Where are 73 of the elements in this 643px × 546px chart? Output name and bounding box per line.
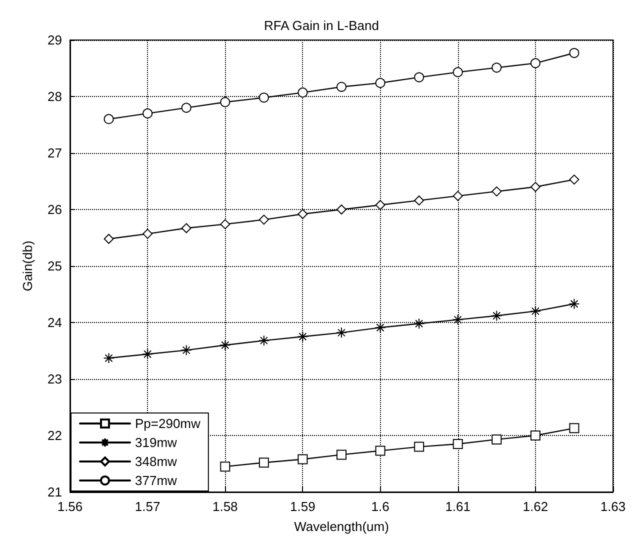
- point: [568, 298, 580, 310]
- point: [530, 58, 540, 68]
- y-tick-label: 24: [48, 315, 62, 330]
- point: [104, 234, 114, 244]
- point: [258, 458, 269, 468]
- point: [258, 214, 269, 225]
- point: [298, 88, 308, 98]
- x-tick-label: 1.62: [522, 499, 548, 514]
- point: [298, 454, 308, 464]
- point: [258, 335, 270, 346]
- point: [530, 182, 540, 192]
- x-tick-label: 1.61: [445, 499, 471, 514]
- point: [492, 186, 502, 196]
- point: [104, 114, 114, 124]
- point: [452, 314, 464, 326]
- point: [336, 204, 346, 214]
- point: [220, 97, 230, 108]
- x-axis-title: Wavelength(um): [294, 519, 389, 534]
- point: [452, 438, 463, 449]
- x-tick-label: 1.57: [134, 499, 160, 514]
- point: [336, 82, 346, 92]
- point: [181, 102, 192, 113]
- legend-label: 319mw: [135, 435, 178, 450]
- point: [492, 434, 502, 444]
- point: [414, 442, 424, 452]
- point: [297, 331, 308, 342]
- point: [569, 48, 580, 58]
- point: [569, 174, 580, 185]
- point: [452, 67, 463, 78]
- legend-label: Pp=290mw: [135, 416, 202, 431]
- y-tick-label: 23: [48, 372, 62, 386]
- point: [336, 450, 346, 460]
- point: [298, 209, 308, 220]
- point: [375, 78, 386, 88]
- point: [220, 340, 231, 351]
- point: [180, 344, 192, 356]
- point: [375, 446, 386, 456]
- point: [492, 62, 502, 73]
- point: [452, 190, 463, 201]
- point: [103, 352, 114, 364]
- point: [414, 72, 424, 82]
- x-tick-label: 1.6: [371, 499, 390, 514]
- legend-label: 348mw: [135, 454, 178, 469]
- y-tick-label: 29: [48, 32, 62, 48]
- x-tick-label: 1.58: [212, 499, 238, 514]
- point: [414, 318, 425, 330]
- point: [142, 108, 153, 118]
- point: [220, 462, 230, 472]
- point: [142, 348, 154, 360]
- point: [258, 92, 269, 103]
- point: [414, 195, 424, 206]
- y-tick-label: 26: [48, 202, 62, 217]
- point: [181, 223, 192, 234]
- legend-label: 377mw: [135, 473, 178, 488]
- point: [530, 430, 540, 440]
- y-tick-label: 21: [48, 484, 62, 500]
- x-tick-label: 1.56: [57, 499, 83, 514]
- y-tick-label: 27: [48, 146, 62, 160]
- x-tick-label: 1.63: [600, 499, 626, 514]
- point: [142, 228, 153, 239]
- y-tick-label: 28: [48, 89, 62, 104]
- y-tick-label: 22: [48, 428, 62, 443]
- point: [530, 306, 541, 317]
- y-axis-title: Gain(db): [20, 240, 35, 292]
- chart-title: RFA Gain in L-Band: [264, 18, 379, 33]
- point: [374, 322, 386, 334]
- point: [220, 219, 230, 230]
- point: [491, 310, 502, 322]
- x-tick-label: 1.59: [290, 499, 316, 514]
- y-tick-label: 25: [48, 258, 62, 274]
- point: [336, 327, 347, 338]
- point: [375, 200, 386, 210]
- point: [569, 423, 580, 434]
